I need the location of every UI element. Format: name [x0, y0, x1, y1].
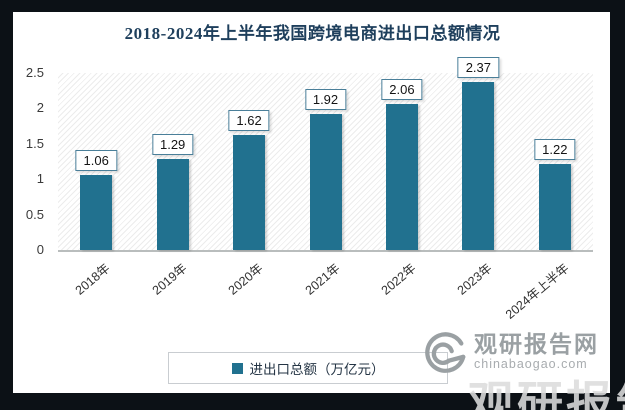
bar [156, 158, 189, 250]
chinabaogao-logo-icon [422, 331, 468, 382]
bar [385, 104, 418, 250]
bar [233, 135, 266, 250]
x-tick-label: 2024年上半年 [502, 261, 572, 322]
bar-value-label: 1.06 [75, 149, 117, 171]
bar-value-label: 2.37 [457, 57, 499, 79]
legend: 进出口总额（万亿元） [168, 352, 448, 384]
y-tick-label: 1 [36, 171, 44, 187]
watermark-site-url: chinabaogao.com [474, 357, 588, 371]
watermark: 观研报告网 chinabaogao.com [422, 331, 599, 382]
x-tick-label: 2019年 [149, 261, 190, 298]
y-tick-label: 2.5 [25, 65, 44, 80]
bar-value-label: 1.62 [228, 110, 270, 132]
y-axis: 0 0.5 1 1.5 2 2.5 [0, 65, 50, 257]
x-tick-label: 2021年 [302, 261, 343, 298]
x-tick-label: 2022年 [378, 261, 419, 298]
bar-value-label: 1.22 [534, 138, 576, 160]
bar [309, 114, 342, 250]
bar-value-label: 1.29 [151, 133, 194, 155]
bar-value-label: 2.06 [381, 79, 423, 101]
x-tick-label: 2020年 [225, 261, 266, 298]
corner-watermark: 观研报告网 [468, 378, 625, 410]
x-tick-label: 2018年 [72, 261, 113, 298]
y-tick-label: 1.5 [25, 135, 44, 151]
plot-area: 1.06 1.29 1.62 1.92 2.06 2.37 1.22 [58, 57, 593, 252]
y-tick-label: 0 [36, 242, 44, 257]
bar [538, 163, 571, 250]
bar-value-label: 1.92 [304, 89, 347, 111]
y-tick-label: 0.5 [25, 206, 44, 222]
legend-label: 进出口总额（万亿元） [249, 362, 385, 377]
bar [462, 82, 495, 250]
y-tick-label: 2 [36, 100, 44, 116]
chart-title: 2018-2024年上半年我国跨境电商进出口总额情况 [124, 24, 501, 43]
legend-swatch-icon [231, 362, 243, 374]
x-tick-label: 2023年 [455, 261, 495, 298]
watermark-site-name: 观研报告网 [474, 331, 599, 357]
bar [80, 174, 113, 250]
